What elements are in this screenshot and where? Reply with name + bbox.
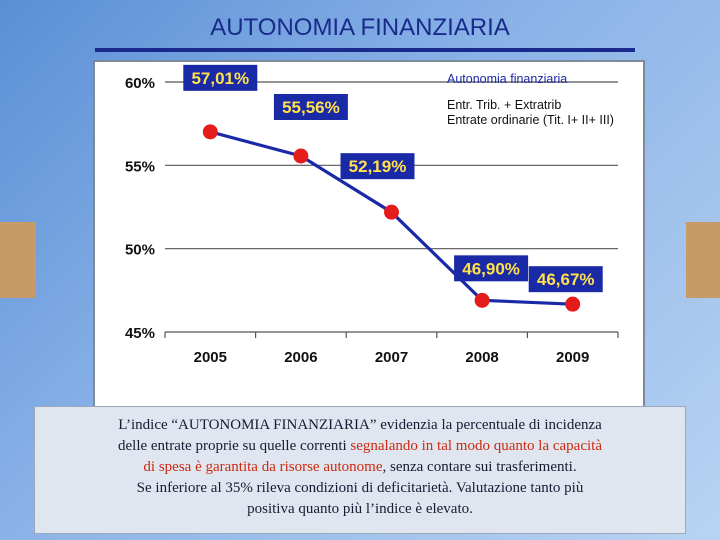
- caption-line-2-plain: delle entrate proprie su quelle correnti: [118, 438, 351, 454]
- x-tick-label: 2008: [465, 349, 498, 366]
- caption-line-2: delle entrate proprie su quelle correnti…: [45, 436, 675, 457]
- decorative-band-right: [686, 222, 720, 298]
- y-tick-label: 45%: [125, 325, 155, 342]
- chart-title: Autonomia finanziaria: [447, 72, 567, 86]
- data-point: [384, 204, 399, 220]
- decorative-band-left: [0, 222, 36, 298]
- data-label: 57,01%: [191, 69, 249, 88]
- data-point: [202, 124, 218, 140]
- caption-line-4: Se inferiore al 35% rileva condizioni di…: [136, 480, 584, 496]
- x-tick-label: 2007: [375, 349, 408, 366]
- x-tick-label: 2006: [284, 349, 317, 366]
- data-point: [565, 296, 581, 312]
- data-label: 52,19%: [349, 157, 407, 176]
- chart-subtitle-line: Entr. Trib. + Extratrib: [447, 98, 561, 112]
- data-label: 55,56%: [282, 98, 340, 117]
- line-chart: 45% 50% 55% 60% 2005 2006 2007 2008 2009 Autonomi…: [125, 64, 619, 366]
- data-label-box: [273, 94, 348, 120]
- slide-title: AUTONOMIA FINANZIARIA: [210, 14, 510, 41]
- data-label-box: [183, 64, 258, 91]
- data-label-box: [340, 153, 415, 180]
- data-label-box: [454, 255, 529, 282]
- x-tick-label: 2009: [556, 349, 589, 366]
- data-label-box: [528, 266, 603, 293]
- caption-box: L’indice “AUTONOMIA FINANZIARIA” evidenz…: [34, 406, 686, 534]
- caption-line-3-highlight: di spesa è garantita da risorse autonome: [143, 459, 383, 475]
- y-tick-label: 50%: [125, 242, 155, 259]
- caption-line-5: positiva quanto più l’indice è elevato.: [247, 501, 473, 517]
- data-label: 46,90%: [462, 259, 520, 278]
- caption-line-3-plain: , senza contare sui trasferimenti.: [382, 459, 577, 475]
- y-tick-label: 60%: [125, 75, 155, 92]
- title-underline: [95, 48, 635, 52]
- x-tick-label: 2005: [194, 349, 227, 366]
- data-label: 46,67%: [537, 270, 595, 289]
- caption-line-1: L’indice “AUTONOMIA FINANZIARIA” evidenz…: [118, 417, 602, 433]
- caption-line-3: di spesa è garantita da risorse autonome…: [45, 457, 675, 478]
- data-point: [293, 148, 309, 164]
- chart-frame: 45% 50% 55% 60% 2005 2006 2007 2008 2009 Autonomi…: [93, 60, 645, 410]
- y-tick-label: 55%: [125, 158, 155, 175]
- caption-line-2-highlight: segnalando in tal modo quanto la capacit…: [350, 438, 602, 454]
- data-point: [474, 292, 490, 308]
- chart-subtitle-line: Entrate ordinarie (Tit. I+ II+ III): [447, 113, 614, 127]
